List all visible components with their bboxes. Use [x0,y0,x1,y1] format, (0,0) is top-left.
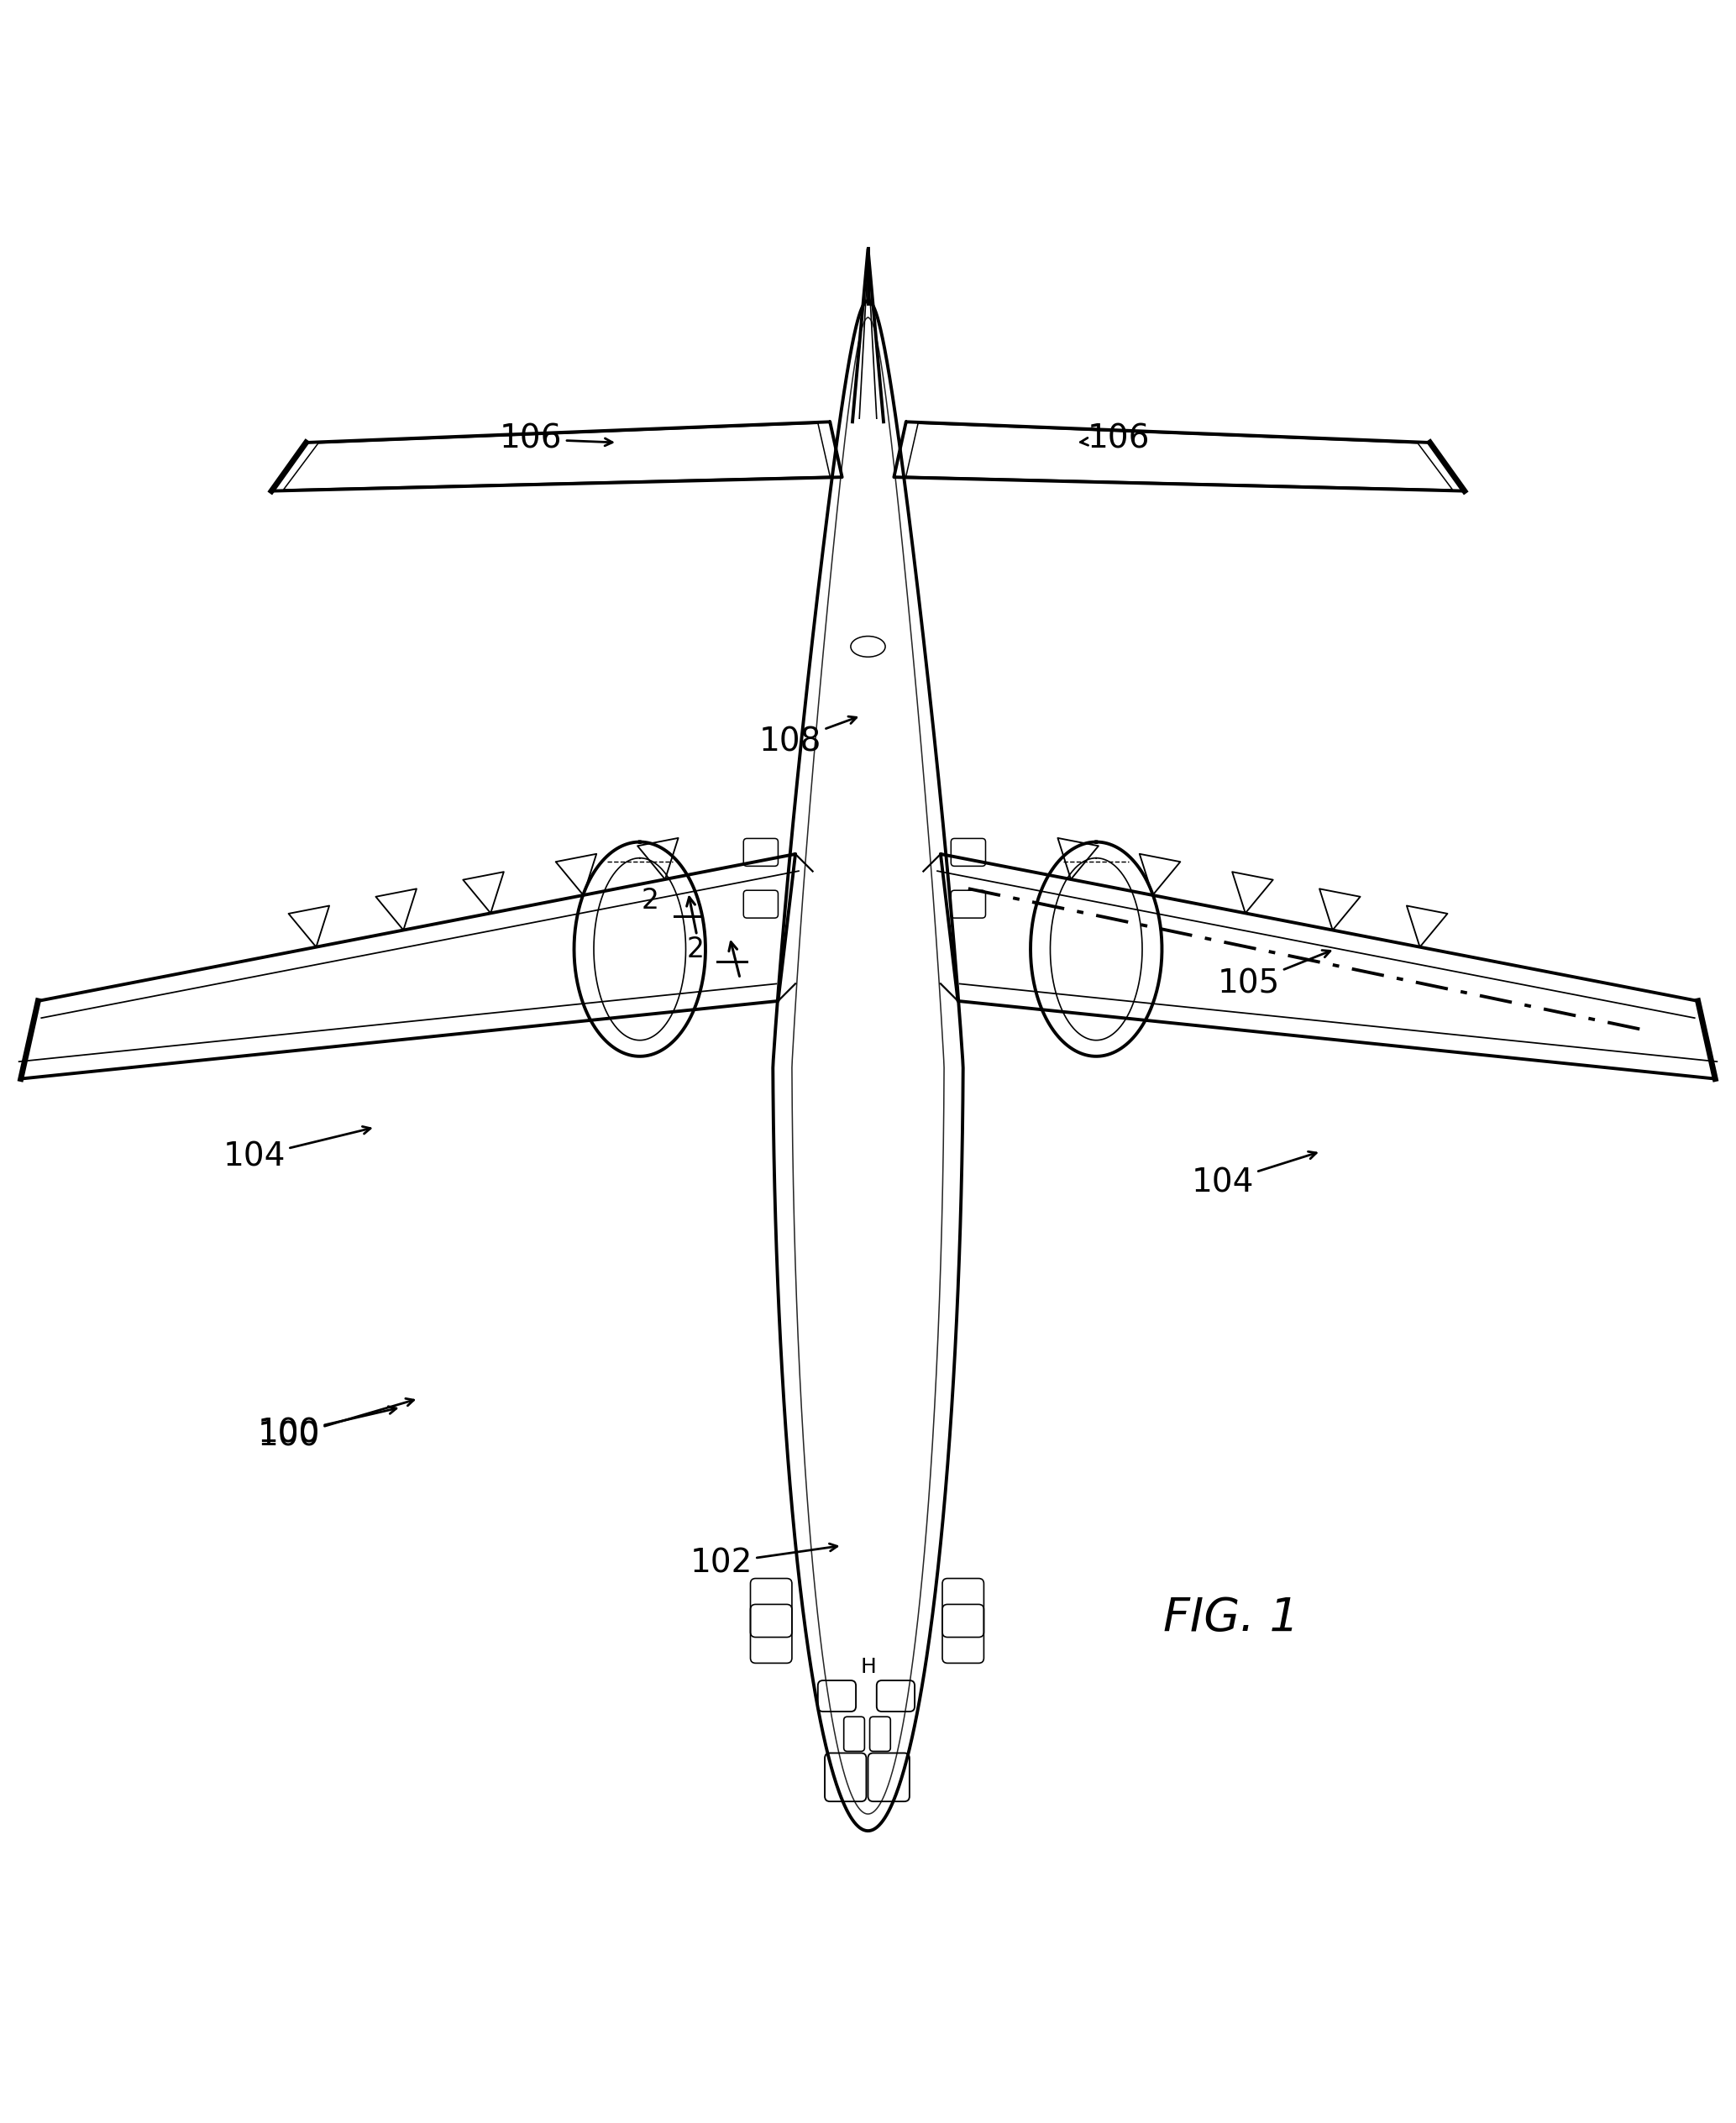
Text: 105: 105 [1217,951,1330,1000]
Text: 2: 2 [686,936,703,964]
Text: 102: 102 [689,1543,837,1580]
Text: 108: 108 [759,715,856,758]
Text: FIG. 1: FIG. 1 [1163,1596,1299,1641]
Text: 100: 100 [257,1399,413,1452]
Text: H: H [859,1656,877,1677]
Text: 2: 2 [641,887,660,915]
Text: 106: 106 [1080,422,1149,454]
Text: 106: 106 [500,422,613,454]
Text: 104: 104 [1191,1151,1316,1199]
Text: 100: 100 [257,1405,396,1450]
Text: 104: 104 [222,1127,370,1172]
